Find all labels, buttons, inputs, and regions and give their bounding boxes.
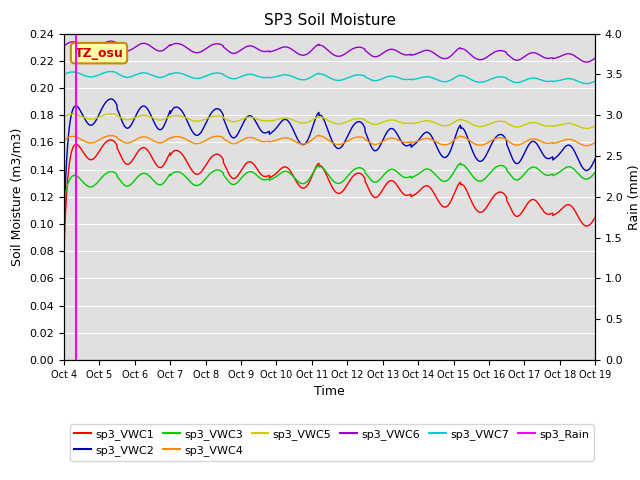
Text: TZ_osu: TZ_osu xyxy=(75,47,124,60)
Y-axis label: Rain (mm): Rain (mm) xyxy=(628,164,640,229)
Legend: sp3_VWC1, sp3_VWC2, sp3_VWC3, sp3_VWC4, sp3_VWC5, sp3_VWC6, sp3_VWC7, sp3_Rain: sp3_VWC1, sp3_VWC2, sp3_VWC3, sp3_VWC4, … xyxy=(70,424,594,461)
Title: SP3 Soil Moisture: SP3 Soil Moisture xyxy=(264,13,396,28)
Y-axis label: Soil Moisture (m3/m3): Soil Moisture (m3/m3) xyxy=(11,128,24,266)
X-axis label: Time: Time xyxy=(314,385,345,398)
